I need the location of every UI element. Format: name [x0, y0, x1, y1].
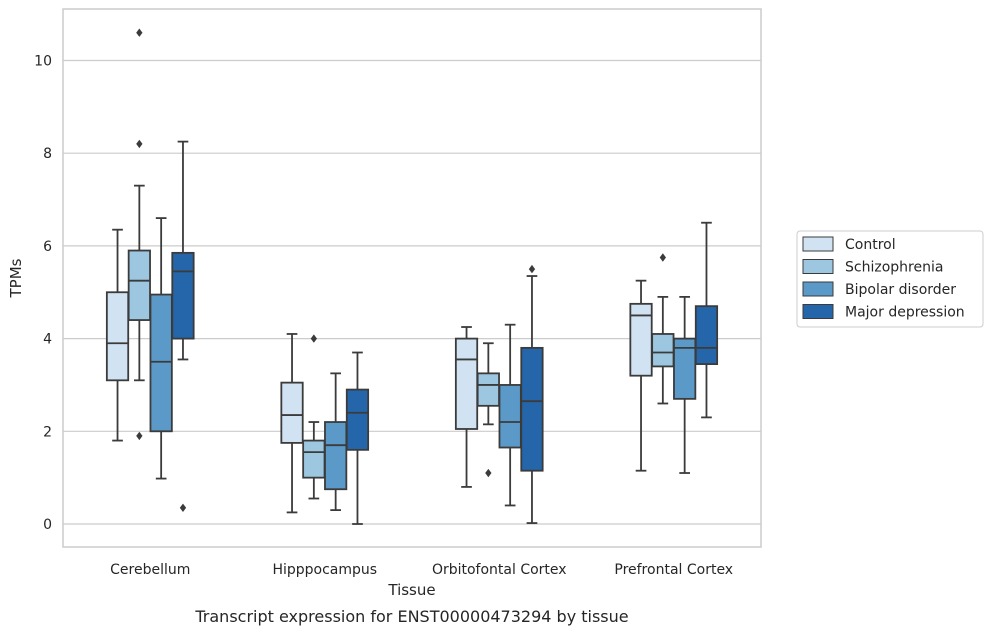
iqr-box	[520, 346, 544, 472]
outlier-point	[485, 468, 492, 478]
iqr-box	[149, 293, 173, 433]
iqr-box	[651, 333, 675, 368]
boxes-layer	[105, 28, 719, 525]
outlier-point	[528, 264, 536, 274]
legend: Control Schizophrenia Bipolar disorder Majo…	[796, 230, 984, 328]
outlier-point	[136, 28, 143, 37]
iqr-box	[127, 249, 151, 321]
x-axis-title: Tissue	[387, 581, 435, 599]
y-tick-label: 10	[34, 54, 52, 70]
chart-caption: Transcript expression for ENST0000047329…	[194, 607, 628, 626]
legend-swatch	[802, 304, 834, 319]
outlier-point	[179, 503, 187, 512]
y-tick-label: 4	[43, 332, 52, 348]
box-group	[498, 323, 522, 507]
iqr-box	[171, 251, 195, 340]
plot-frame	[62, 8, 762, 548]
iqr-box	[673, 337, 697, 400]
iqr-box	[302, 439, 326, 479]
y-tick-label: 0	[43, 517, 52, 533]
x-tick-label: Cerebellum	[110, 562, 190, 578]
box-group	[454, 326, 479, 488]
iqr-box	[324, 421, 348, 491]
iqr-box	[498, 384, 522, 449]
iqr-box	[280, 381, 304, 444]
box-group	[127, 28, 151, 441]
y-axis-title: TPMs	[7, 258, 25, 298]
y-tick-label: 2	[43, 424, 52, 440]
legend-frame	[796, 230, 984, 328]
outlier-point	[136, 431, 143, 441]
iqr-box	[454, 337, 479, 430]
box-group	[629, 279, 653, 472]
x-tick-labels: Cerebellum Hipppocampus Orbitofontal Corte…	[110, 562, 733, 578]
outlier-point	[310, 334, 317, 343]
legend-label: Control	[845, 237, 896, 253]
box-group	[171, 140, 195, 512]
x-tick-label: Prefrontal Cortex	[614, 562, 733, 578]
legend-label: Major depression	[845, 305, 965, 321]
iqr-box	[694, 305, 719, 365]
box-group	[149, 217, 173, 480]
box-group	[345, 351, 370, 525]
box-group	[520, 264, 544, 524]
y-tick-labels: 0 2 4 6 8 10	[34, 54, 52, 534]
legend-label: Schizophrenia	[845, 260, 943, 276]
box-group	[324, 372, 348, 511]
outlier-point	[136, 139, 143, 149]
legend-swatch	[802, 259, 834, 274]
y-tick-label: 8	[43, 146, 52, 162]
legend-swatch	[802, 236, 834, 252]
x-tick-label: Orbitofontal Cortex	[432, 562, 567, 578]
box-group	[673, 295, 697, 474]
legend-label: Bipolar disorder	[845, 282, 956, 298]
box-group	[105, 228, 130, 442]
legend-swatch	[802, 281, 834, 297]
plot-area	[63, 9, 761, 547]
outlier-point	[659, 253, 666, 262]
iqr-box	[476, 372, 500, 407]
y-tick-label: 6	[43, 239, 52, 255]
x-tick-label: Hipppocampus	[272, 562, 377, 578]
box-group	[280, 333, 304, 514]
iqr-box	[105, 291, 130, 382]
iqr-box	[345, 388, 370, 451]
box-group	[694, 221, 719, 419]
